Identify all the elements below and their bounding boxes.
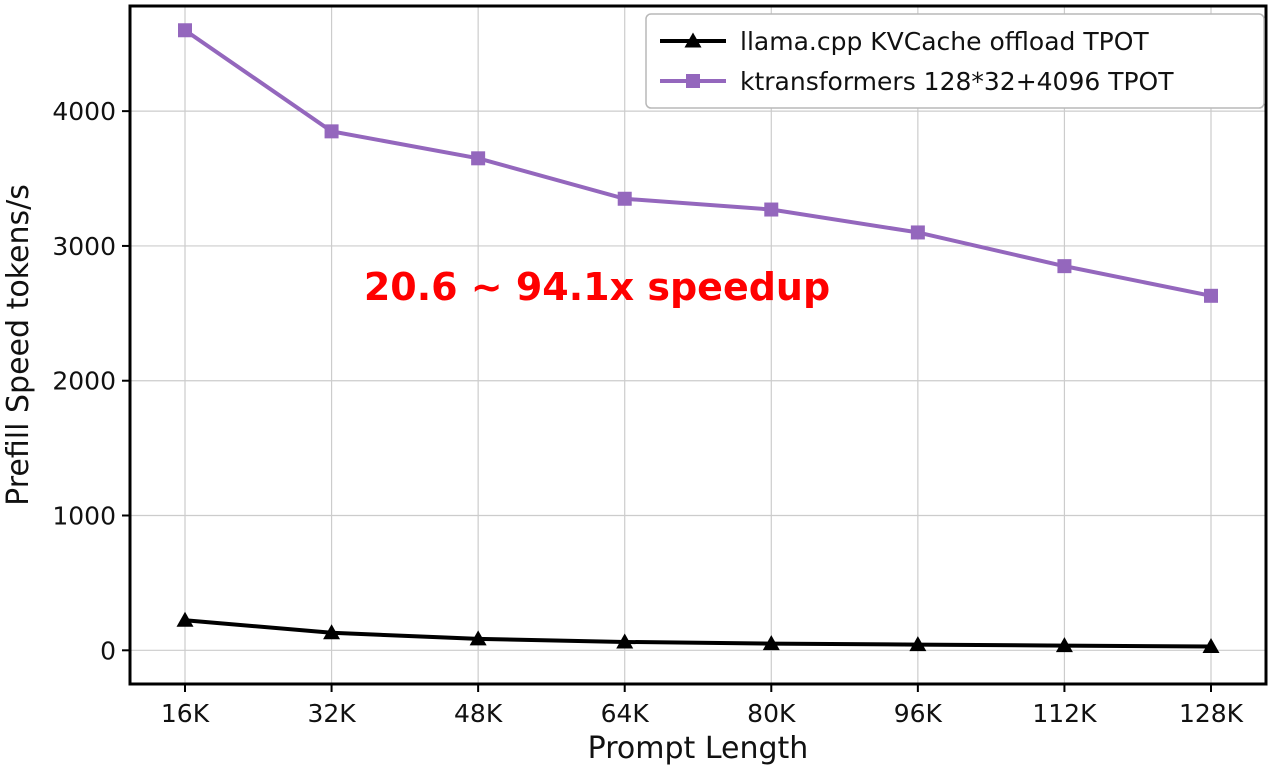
legend: llama.cpp KVCache offload TPOT ktransform… [645,13,1265,109]
data-point-marker [324,124,339,139]
x-tick-label: 112K [1032,699,1097,728]
data-point-marker [471,151,486,166]
legend-sample-marker [686,74,700,88]
x-tick-label: 16K [161,699,210,728]
y-tick-label: 0 [100,636,116,665]
legend-entry-label: ktransformers 128*32+4096 TPOT [740,67,1174,96]
data-point-marker [178,23,192,38]
y-tick-label: 4000 [52,97,116,126]
data-point-marker [909,636,927,652]
data-point-marker [616,633,634,649]
y-axis-label: Prefill Speed tokens/s [1,184,36,506]
legend-entry-label: llama.cpp KVCache offload TPOT [740,27,1149,56]
x-tick-label: 96K [894,699,943,728]
x-tick-label: 32K [307,699,356,728]
series-line [184,618,1212,649]
data-point-marker [764,202,779,217]
x-tick-label: 64K [601,699,650,728]
data-point-marker [1204,288,1218,303]
data-point-marker [323,624,341,640]
x-axis-label: Prompt Length [588,731,809,766]
data-point-marker [910,225,925,240]
y-tick-label: 3000 [52,232,116,261]
data-point-marker [1057,259,1072,274]
x-tick-label: 80K [747,699,796,728]
data-point-marker [1202,638,1220,654]
x-tick-label: 48K [454,699,503,728]
series-line [183,28,1212,298]
data-point-marker [1055,637,1073,653]
tick-labels: 0 1000 2000 3000 4000 16K 32K 48K 64K 80K 96K 112K 1… [52,97,1243,728]
gridlines [130,6,1266,684]
y-tick-label: 1000 [52,502,116,531]
data-point-marker [176,611,194,627]
speedup-annotation: 20.6 ~ 94.1x speedup [364,265,830,309]
data-point-marker [762,635,780,651]
x-tick-label: 128K [1179,699,1244,728]
data-point-marker [469,630,487,646]
legend-sample-marker [684,32,702,48]
y-tick-label: 2000 [52,367,116,396]
series-lines [176,23,1220,654]
data-point-marker [617,191,632,206]
plot-frame [128,4,1268,686]
legend-frame [645,13,1265,109]
